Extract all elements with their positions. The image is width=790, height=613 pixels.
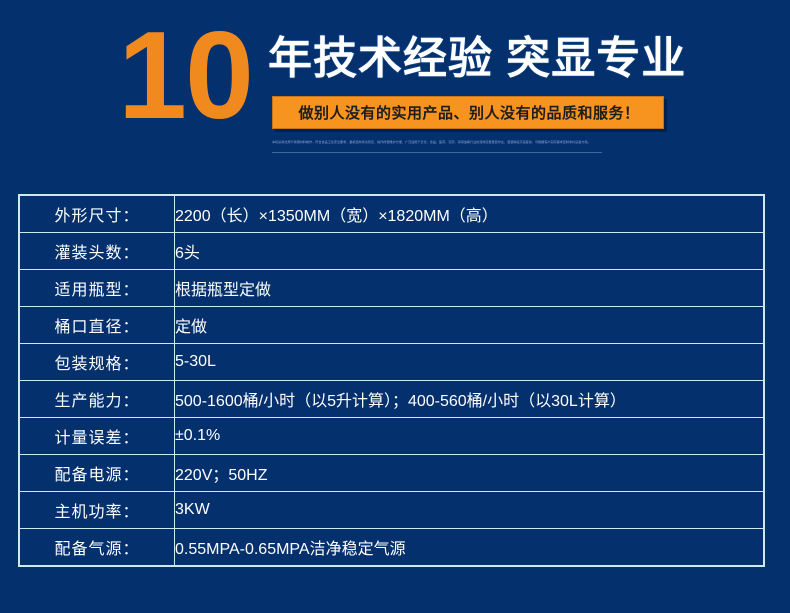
spec-value: 2200（长）×1350MM（宽）×1820MM（高） bbox=[174, 195, 764, 233]
spec-row: 主机功率： 3KW bbox=[19, 491, 764, 529]
spec-row: 外形尺寸： 2200（长）×1350MM（宽）×1820MM（高） bbox=[19, 195, 764, 233]
spec-value: 6头 bbox=[174, 232, 764, 270]
spec-value: 5-30L bbox=[174, 343, 764, 381]
spec-value: 0.55MPA-0.65MPA洁净稳定气源 bbox=[174, 528, 764, 566]
spec-label: 灌装头数： bbox=[19, 232, 175, 270]
spec-label: 外形尺寸： bbox=[19, 195, 175, 233]
fine-print-rule bbox=[272, 152, 602, 153]
spec-row: 生产能力： 500-1600桶/小时（以5升计算）；400-560桶/小时（以30… bbox=[19, 380, 764, 418]
years-number: 10 bbox=[118, 7, 254, 145]
fine-print-text: 本机采用优质不锈钢材料制作，符合食品卫生安全要求，整机结构紧凑稳定，操作简便维护… bbox=[272, 140, 591, 144]
spec-label: 包装规格： bbox=[19, 343, 175, 381]
spec-label: 主机功率： bbox=[19, 491, 175, 529]
spec-row: 包装规格： 5-30L bbox=[19, 343, 764, 381]
spec-row: 桶口直径： 定做 bbox=[19, 306, 764, 344]
spec-value: 220V；50HZ bbox=[174, 454, 764, 492]
spec-label: 配备电源： bbox=[19, 454, 175, 492]
spec-label: 计量误差： bbox=[19, 417, 175, 455]
spec-label: 配备气源： bbox=[19, 528, 175, 566]
spec-value: 500-1600桶/小时（以5升计算）；400-560桶/小时（以30L计算） bbox=[174, 380, 764, 418]
spec-value: ±0.1% bbox=[174, 417, 764, 455]
slogan-text: 做别人没有的实用产品、别人没有的品质和服务！ bbox=[298, 105, 640, 122]
spec-value: 3KW bbox=[174, 491, 764, 529]
headline-text: 年技术经验 突显专业 bbox=[268, 34, 687, 83]
spec-row: 配备气源： 0.55MPA-0.65MPA洁净稳定气源 bbox=[19, 528, 764, 566]
promo-header: 10 年技术经验 突显专业 做别人没有的实用产品、别人没有的品质和服务！ 本机采… bbox=[0, 0, 790, 175]
spec-label: 桶口直径： bbox=[19, 306, 175, 344]
slogan-banner: 做别人没有的实用产品、别人没有的品质和服务！ bbox=[272, 96, 664, 129]
spec-row: 灌装头数： 6头 bbox=[19, 232, 764, 270]
spec-row: 配备电源： 220V；50HZ bbox=[19, 454, 764, 492]
spec-row: 适用瓶型： 根据瓶型定做 bbox=[19, 269, 764, 307]
spec-row: 计量误差： ±0.1% bbox=[19, 417, 764, 455]
spec-label: 适用瓶型： bbox=[19, 269, 175, 307]
spec-value: 根据瓶型定做 bbox=[174, 269, 764, 307]
spec-label: 生产能力： bbox=[19, 380, 175, 418]
spec-value: 定做 bbox=[174, 306, 764, 344]
specification-table: 外形尺寸： 2200（长）×1350MM（宽）×1820MM（高） 灌装头数： 6头适… bbox=[18, 194, 765, 567]
